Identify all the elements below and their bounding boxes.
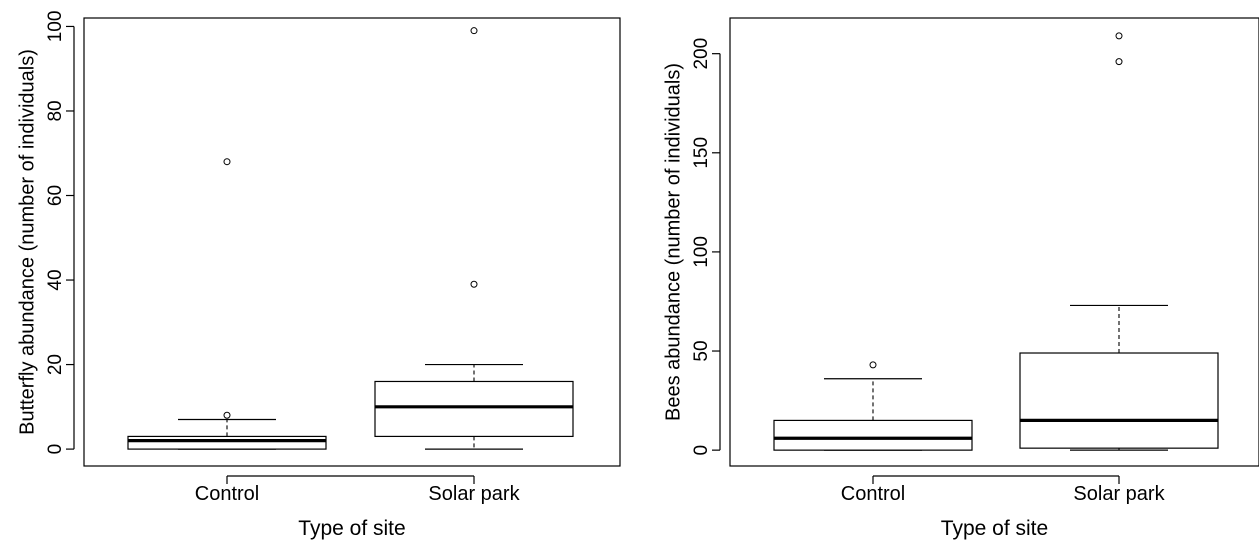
iqr-box	[773, 419, 973, 451]
outlier-point	[869, 361, 877, 369]
y-tick-label: 100	[45, 11, 66, 43]
y-axis-title: Butterfly abundance (number of individua…	[16, 49, 38, 435]
plot-frame	[729, 17, 1259, 467]
outlier-point	[470, 280, 478, 288]
iqr-box	[374, 380, 574, 438]
box-solar-park	[374, 27, 574, 450]
y-tick-label: 80	[45, 100, 66, 121]
box-solar-park	[1019, 32, 1219, 451]
y-tick-label: 50	[691, 340, 712, 361]
y-axis-title: Bees abundance (number of individuals)	[662, 63, 684, 421]
y-tick-label: 0	[45, 444, 66, 455]
iqr-box	[127, 435, 327, 450]
y-tick-label: 100	[691, 236, 712, 268]
outlier-point	[1115, 58, 1123, 66]
y-tick-label: 40	[45, 269, 66, 290]
y-tick-label: 20	[45, 354, 66, 375]
outlier-point	[223, 158, 231, 166]
x-tick-label: Control	[841, 483, 905, 505]
y-tick-label: 0	[691, 445, 712, 456]
x-tick-label: Control	[195, 483, 259, 505]
outlier-point	[1115, 32, 1123, 40]
bees-boxplot-panel: 0 50 100 150 200 Control Solar park Type of sit…	[662, 17, 1259, 540]
x-tick-label: Solar park	[1073, 483, 1165, 505]
outlier-point	[470, 27, 478, 35]
plot-frame	[83, 17, 621, 467]
outlier-point	[223, 411, 231, 419]
y-tick-label: 200	[691, 38, 712, 70]
iqr-box	[1019, 352, 1219, 449]
butterfly-boxplot-panel: 0 20 40 60 80 100 Control Solar park Type of sit…	[16, 11, 621, 540]
box-control	[127, 158, 327, 450]
box-control	[773, 361, 973, 451]
x-axis-title: Type of site	[298, 517, 405, 540]
y-tick-label: 60	[45, 185, 66, 206]
y-tick-label: 150	[691, 137, 712, 169]
x-tick-label: Solar park	[428, 483, 520, 505]
x-axis-title: Type of site	[941, 517, 1048, 540]
